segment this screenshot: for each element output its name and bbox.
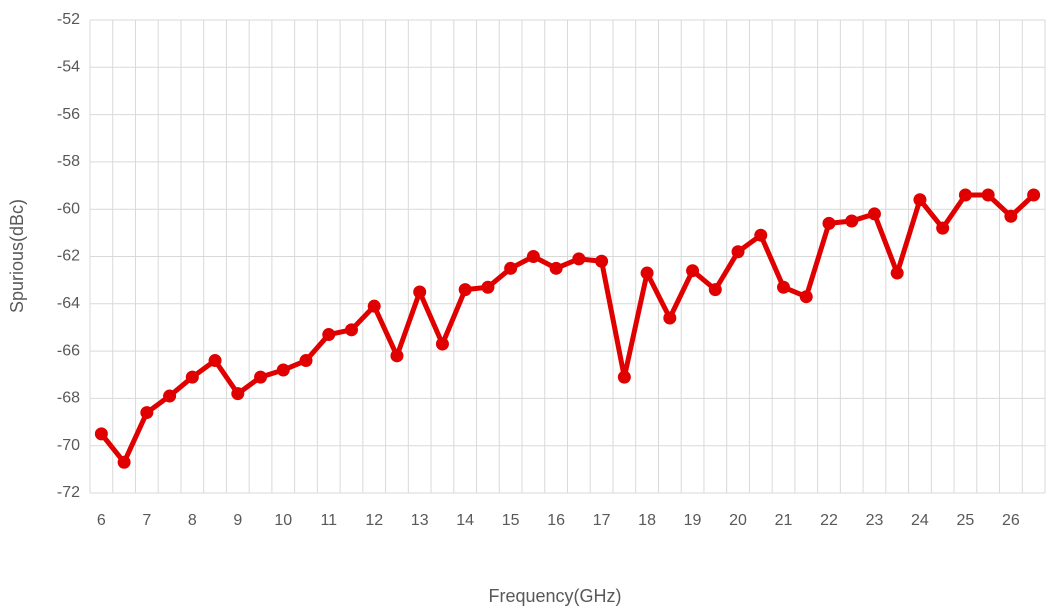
x-tick-label: 26 — [1002, 512, 1020, 529]
data-point — [845, 214, 859, 228]
data-point — [981, 188, 995, 202]
data-point — [526, 250, 540, 263]
x-tick-label: 18 — [638, 512, 656, 529]
y-tick-label: -58 — [57, 153, 80, 170]
data-point — [799, 290, 813, 304]
data-point — [549, 261, 563, 275]
data-point — [276, 363, 290, 377]
y-tick-label: -64 — [57, 295, 80, 312]
data-point — [163, 389, 177, 403]
x-tick-label: 15 — [502, 512, 520, 529]
y-tick-label: -72 — [57, 484, 80, 501]
x-tick-label: 24 — [911, 512, 929, 529]
x-tick-label: 10 — [274, 512, 292, 529]
data-point — [595, 254, 609, 268]
data-point — [640, 266, 654, 280]
data-point — [572, 252, 586, 266]
y-tick-label: -60 — [57, 200, 80, 217]
data-point — [367, 299, 381, 313]
data-point — [731, 245, 745, 259]
data-point — [413, 285, 427, 299]
x-tick-label: 13 — [411, 512, 429, 529]
x-tick-label: 17 — [593, 512, 611, 529]
data-point — [754, 228, 768, 242]
x-tick-label: 9 — [233, 512, 242, 529]
data-point — [708, 283, 722, 297]
data-point — [936, 221, 950, 235]
y-tick-label: -56 — [57, 106, 80, 123]
data-point — [867, 207, 881, 221]
data-point — [322, 328, 336, 342]
y-tick-label: -52 — [57, 11, 80, 28]
data-point — [1004, 209, 1018, 223]
x-tick-label: 23 — [866, 512, 884, 529]
x-tick-label: 22 — [820, 512, 838, 529]
x-tick-label: 25 — [957, 512, 975, 529]
data-point — [913, 193, 927, 207]
data-point — [777, 280, 791, 294]
data-point — [822, 216, 836, 230]
data-point — [185, 370, 199, 384]
y-tick-label: -66 — [57, 342, 80, 359]
y-tick-label: -68 — [57, 390, 80, 407]
data-point — [504, 261, 518, 275]
x-tick-label: 8 — [188, 512, 197, 529]
y-tick-label: -54 — [57, 59, 80, 76]
y-tick-label: -70 — [57, 437, 80, 454]
data-point — [686, 264, 700, 278]
data-point — [958, 188, 972, 202]
x-tick-label: 11 — [320, 512, 337, 529]
x-tick-label: 19 — [684, 512, 702, 529]
data-point — [231, 387, 245, 401]
data-point — [458, 283, 472, 297]
x-tick-label: 16 — [547, 512, 565, 529]
x-tick-label: 20 — [729, 512, 747, 529]
x-axis-title: Frequency(GHz) — [488, 586, 621, 606]
data-point — [390, 349, 404, 363]
data-point — [140, 406, 154, 420]
data-point — [663, 311, 677, 325]
x-tick-label: 6 — [97, 512, 106, 529]
data-point — [890, 266, 904, 280]
data-point — [299, 354, 313, 368]
data-point — [94, 427, 108, 441]
x-tick-label: 12 — [365, 512, 383, 529]
data-point — [117, 455, 131, 469]
x-tick-label: 14 — [456, 512, 474, 529]
x-tick-label: 21 — [775, 512, 793, 529]
data-point — [208, 354, 222, 368]
y-tick-label: -62 — [57, 248, 80, 265]
x-tick-label: 7 — [142, 512, 151, 529]
data-point — [435, 337, 449, 351]
y-axis-title: Spurious(dBc) — [7, 199, 27, 313]
data-point — [481, 280, 495, 294]
data-point — [617, 370, 631, 384]
data-point — [344, 323, 358, 337]
data-point — [1027, 188, 1041, 202]
data-point — [254, 370, 268, 384]
